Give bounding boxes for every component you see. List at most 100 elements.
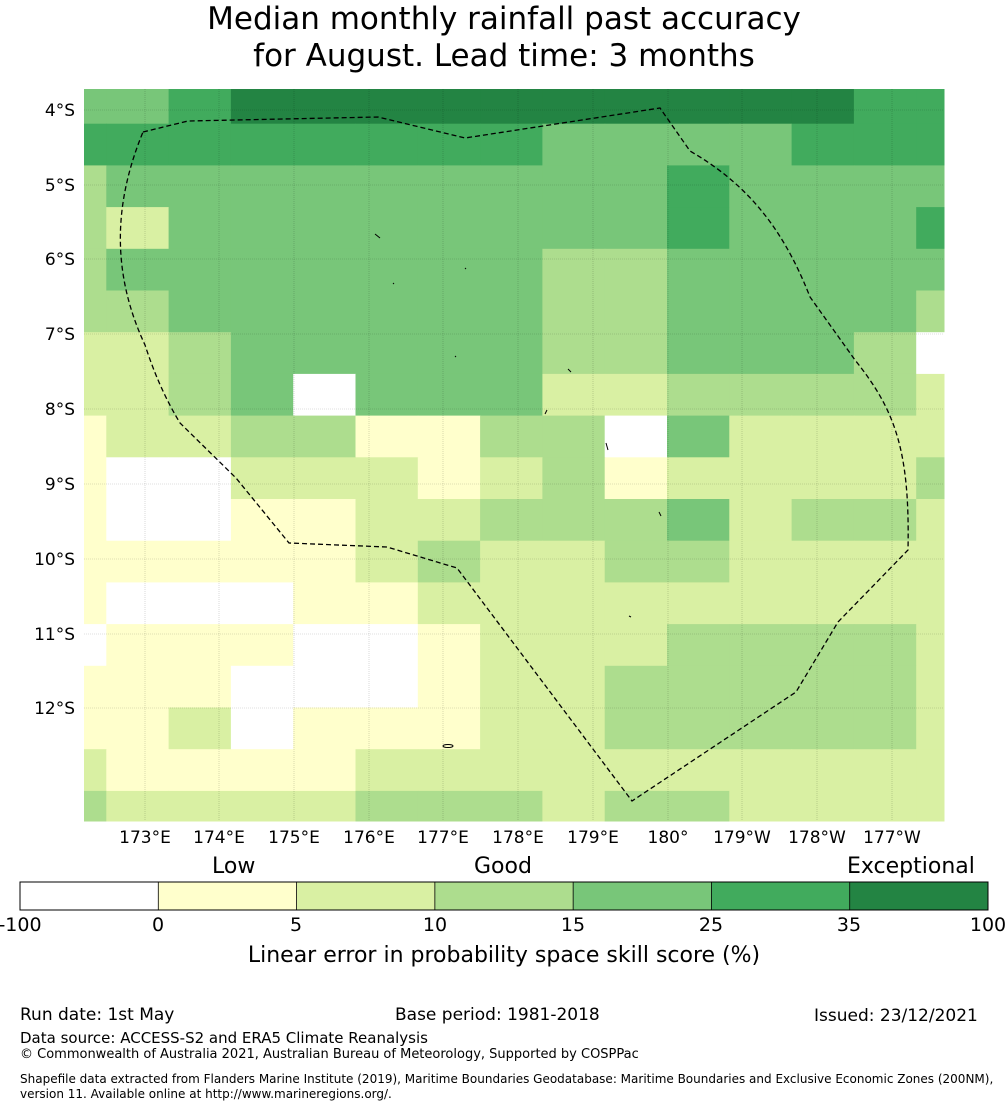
island [392, 282, 395, 285]
grid-cell [168, 790, 232, 822]
grid-cell [480, 790, 543, 822]
colorbar-segment [849, 882, 988, 910]
grid-cell [355, 665, 419, 708]
grid-cell [853, 415, 917, 458]
grid-cell [916, 89, 945, 125]
grid-cell [604, 373, 668, 417]
grid-cell [729, 415, 793, 458]
grid-cell [729, 624, 793, 667]
grid-cell [355, 373, 419, 417]
grid-cell [480, 749, 543, 792]
grid-cell [916, 123, 945, 166]
colorbar-tick: 0 [151, 914, 165, 936]
grid-cell [84, 790, 107, 822]
grid-cell [106, 790, 170, 822]
longitude-label: 178°E [492, 828, 544, 848]
grid-cell [417, 248, 481, 291]
grid-cell [230, 165, 294, 208]
grid-cell [293, 415, 356, 458]
island [605, 442, 609, 451]
grid-cell [84, 624, 107, 667]
grid-cell [355, 624, 419, 667]
grid-cell [230, 749, 294, 792]
grid-cell [230, 207, 294, 250]
grid-cell [853, 290, 917, 333]
grid-cell [604, 540, 668, 583]
grid-cell [667, 707, 730, 750]
grid-cell [168, 540, 232, 583]
grid-cell [168, 248, 232, 291]
grid-cell [480, 582, 543, 625]
grid-cell [480, 457, 543, 500]
grid-cell [168, 373, 232, 417]
grid-cell [106, 290, 170, 333]
longitude-label: 179°E [567, 828, 619, 848]
grid-cell [480, 707, 543, 750]
legend-label-good: Good [474, 854, 532, 879]
legend-label-low: Low [212, 854, 256, 879]
grid-cell [916, 332, 945, 375]
grid-cell [106, 415, 170, 458]
grid-cell [230, 415, 294, 458]
grid-cell [293, 207, 356, 250]
grid-cells [84, 89, 945, 822]
grid-cell [604, 89, 668, 125]
grid-cell [84, 665, 107, 708]
grid-cell [480, 165, 543, 208]
grid-cell [604, 499, 668, 542]
grid-cell [84, 123, 107, 166]
grid-cell [853, 665, 917, 708]
colorbar-segment [711, 882, 850, 910]
grid-cell [667, 248, 730, 291]
grid-cell [480, 665, 543, 708]
island [374, 233, 381, 239]
grid-cell [604, 707, 668, 750]
grid-cell [853, 207, 917, 250]
grid-cell [480, 373, 543, 417]
grid-cell [230, 540, 294, 583]
grid-cell [791, 123, 855, 166]
colorbar [19, 881, 989, 911]
grid-cell [480, 499, 543, 542]
colorbar-segment [296, 882, 435, 910]
grid-cell [168, 457, 232, 500]
grid-cell [853, 499, 917, 542]
grid-cell [791, 707, 855, 750]
grid-cell [853, 582, 917, 625]
grid-cell [230, 248, 294, 291]
grid-cell [853, 373, 917, 417]
grid-cell [729, 540, 793, 583]
grid-cell [417, 582, 481, 625]
grid-cell [667, 207, 730, 250]
grid-cell [729, 665, 793, 708]
grid-cell [729, 790, 793, 822]
grid-cell [293, 332, 356, 375]
grid-cell [667, 749, 730, 792]
grid-cell [84, 749, 107, 792]
grid-cell [168, 415, 232, 458]
grid-cell [667, 415, 730, 458]
island [544, 409, 548, 415]
shapefile-credit: Shapefile data extracted from Flanders M… [20, 1072, 994, 1101]
grid-cell [84, 165, 107, 208]
grid-cell [106, 207, 170, 250]
grid-cell [417, 749, 481, 792]
grid-cell [791, 582, 855, 625]
grid-cell [480, 415, 543, 458]
grid-cell [293, 373, 356, 417]
grid-cell [355, 165, 419, 208]
grid-cell [729, 582, 793, 625]
grid-cell [355, 290, 419, 333]
grid-cell [916, 624, 945, 667]
colorbar-tick: 15 [560, 914, 586, 936]
grid-cell [106, 665, 170, 708]
grid-cell [542, 790, 606, 822]
grid-cell [667, 373, 730, 417]
colorbar-tick: 100 [969, 914, 1007, 936]
grid-cell [604, 457, 668, 500]
grid-cell [729, 165, 793, 208]
grid-cell [106, 89, 170, 125]
latitude-label: 12°S [34, 699, 75, 719]
grid-cell [791, 373, 855, 417]
